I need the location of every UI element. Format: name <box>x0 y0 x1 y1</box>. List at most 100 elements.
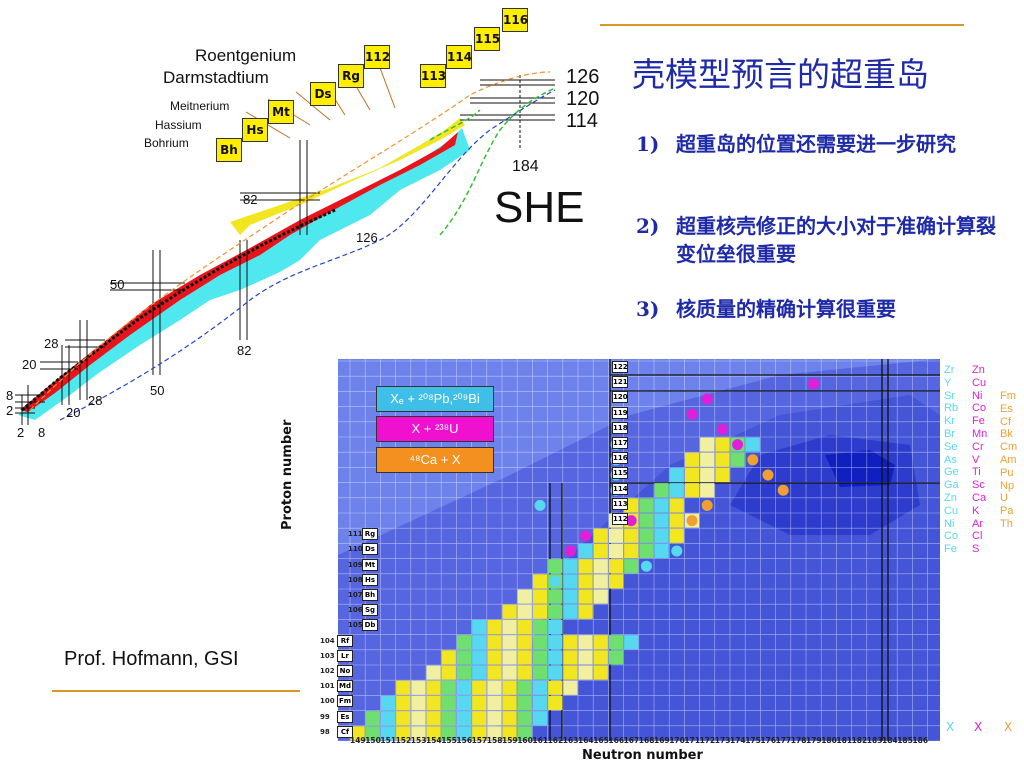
proton-number: 111 <box>348 530 363 539</box>
projectile-symbol: Np <box>1000 479 1015 492</box>
nuclide-cell <box>654 528 669 543</box>
nuclide-cell <box>487 711 502 726</box>
bullet-text: 超重核壳修正的大小对于准确计算裂变位垒很重要 <box>676 214 996 266</box>
projectile-symbol: Mn <box>972 427 988 440</box>
nuclide-cell <box>396 711 411 726</box>
element-symbol-box: Md <box>337 680 353 693</box>
projectile-dot <box>716 423 728 435</box>
element-symbol-box: Lr <box>337 649 353 662</box>
nuclide-cell <box>517 635 532 650</box>
projectile-dot <box>534 499 546 511</box>
nuclide-cell <box>532 619 548 635</box>
projectile-symbol: Ni <box>972 389 983 402</box>
nuclide-cell <box>411 680 426 695</box>
projectile-dot <box>671 545 683 557</box>
magic-2-neutron: 2 <box>17 425 25 440</box>
projectile-symbol: Cu <box>944 504 959 517</box>
neutron-tick: 164 <box>578 736 594 745</box>
element-box-rg: Rg <box>338 64 364 88</box>
nuclide-cell <box>502 619 517 635</box>
projectile-symbol: Rb <box>944 402 959 415</box>
nuclide-cell <box>578 543 593 559</box>
nuclide-cell <box>472 650 487 665</box>
neutron-tick: 184 <box>882 736 898 745</box>
nuclide-cell <box>517 619 532 635</box>
projectile-symbol: Fm <box>1000 390 1016 402</box>
proton-number: 103 <box>320 651 335 660</box>
element-symbol-box: Hs <box>362 573 378 586</box>
nuclide-cell <box>669 467 684 483</box>
element-box-116: 116 <box>502 8 528 32</box>
nuclide-cell <box>472 695 487 711</box>
neutron-tick: 163 <box>562 736 579 745</box>
neutron-tick: 178 <box>790 736 807 745</box>
neutron-tick: 157 <box>471 736 488 745</box>
nuclide-cell <box>456 711 472 726</box>
neutron-tick: 169 <box>654 736 670 745</box>
element-number-box: 115 <box>612 467 628 480</box>
element-number-box: 116 <box>612 452 628 465</box>
nuclide-cell <box>593 559 608 574</box>
projectile-dot <box>747 454 759 466</box>
label-bohrium: Bohrium <box>144 136 189 150</box>
nuclide-cell <box>517 726 532 741</box>
projectile-symbol: Fe <box>972 415 985 428</box>
projectile-dot <box>762 469 774 481</box>
nuclide-cell <box>608 650 624 665</box>
nuclide-cell <box>441 680 456 695</box>
neutron-tick: 166 <box>608 736 625 745</box>
nuclide-cell <box>593 528 608 543</box>
she-map-svg <box>338 359 940 742</box>
nuclide-cell <box>593 543 608 559</box>
nuclide-cell <box>532 695 548 711</box>
nuclide-cell <box>715 437 730 452</box>
nuclide-cell <box>578 589 593 604</box>
nuclide-cell <box>548 680 563 695</box>
label-hassium: Hassium <box>155 118 202 132</box>
nuclide-cell <box>608 635 624 650</box>
projectile-dot <box>732 439 744 451</box>
nuclide-cell <box>684 483 700 498</box>
element-box-ds: Ds <box>310 82 336 106</box>
label-darmstadtium: Darmstadtium <box>163 68 269 87</box>
nuclide-cell <box>563 680 578 695</box>
nuclide-cell <box>730 452 745 467</box>
nuclide-cell <box>639 528 654 543</box>
projectile-symbol: Bk <box>1000 428 1013 441</box>
projectile-symbol: Pa <box>1000 505 1014 518</box>
nuclide-cell <box>487 619 502 635</box>
element-number-box: 113 <box>612 497 628 510</box>
nuclide-cell <box>593 574 608 589</box>
neutron-tick: 179 <box>806 736 822 745</box>
nuclide-cell <box>532 604 548 619</box>
nuclide-cell <box>517 680 532 695</box>
neutron-tick: 180 <box>821 736 837 745</box>
nuclide-cell <box>532 680 548 695</box>
proton-number: 100 <box>320 697 335 706</box>
element-box-114: 114 <box>446 45 472 69</box>
neutron-tick: 173 <box>714 736 731 745</box>
nuclide-cell <box>700 437 715 452</box>
element-number-box: 118 <box>612 421 628 434</box>
y-axis-label: Proton number <box>280 419 295 530</box>
proton-number: 105 <box>348 621 363 630</box>
projectile-symbol: Es <box>1000 402 1013 415</box>
projectile-symbol: Th <box>1000 517 1013 530</box>
nuclide-cell <box>517 604 532 619</box>
nuclide-cell <box>532 650 548 665</box>
nuclide-cell <box>502 650 517 665</box>
element-number-box: 112 <box>612 513 628 525</box>
nuclide-cell <box>472 619 487 635</box>
map-island-center <box>825 450 895 487</box>
bottom-mark-magenta: X <box>974 720 983 734</box>
nuclide-cell <box>593 665 608 680</box>
nuclide-cell <box>563 650 578 665</box>
nuclide-cell <box>380 726 396 741</box>
magic-82-neutron: 82 <box>237 343 252 358</box>
projectile-symbol: Se <box>944 440 958 453</box>
neutron-tick: 167 <box>623 736 640 745</box>
map-grid <box>338 359 940 742</box>
band-red <box>20 132 458 412</box>
page-title: 壳模型预言的超重岛 <box>632 55 929 94</box>
projectile-symbol: Cf <box>1000 415 1011 428</box>
